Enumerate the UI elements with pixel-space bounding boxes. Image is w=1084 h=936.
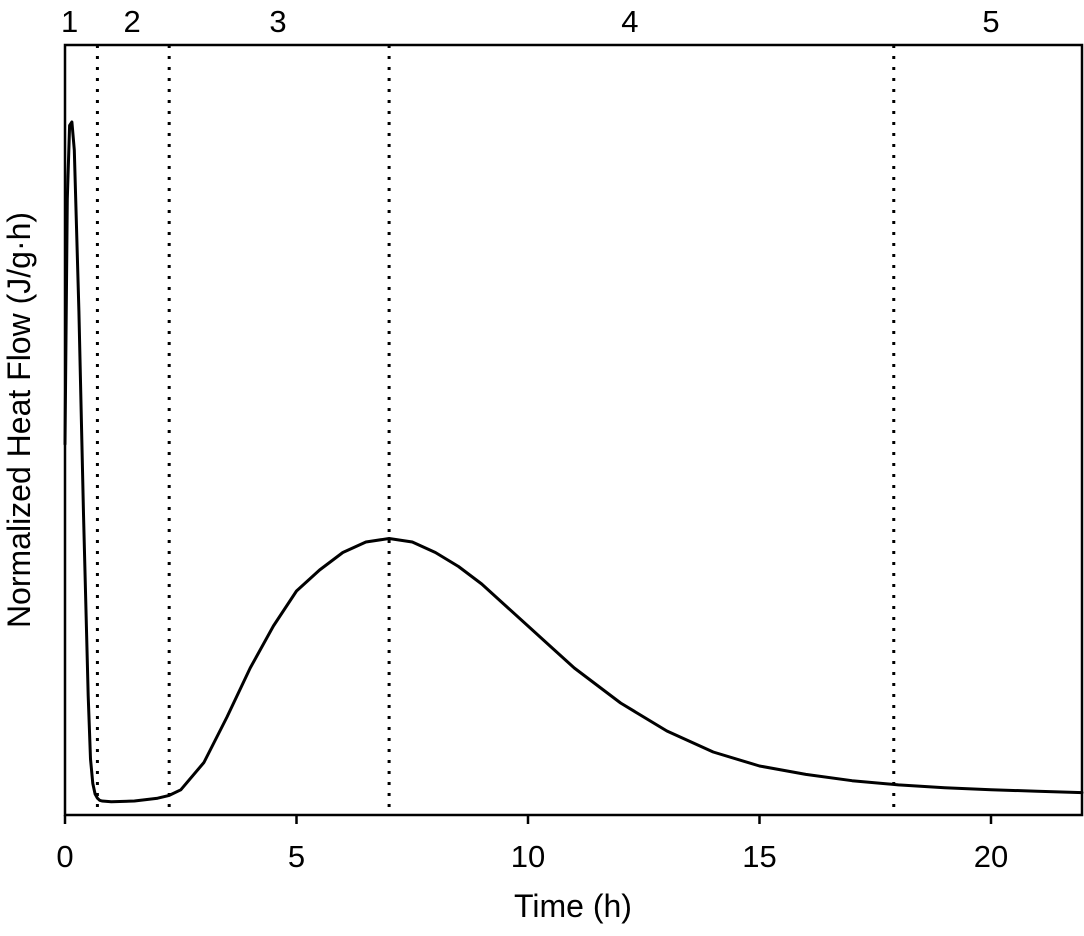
region-label: 2 <box>124 4 141 39</box>
x-tick-label: 15 <box>742 839 776 874</box>
region-label: 1 <box>61 4 78 39</box>
region-label: 4 <box>621 4 638 39</box>
x-tick-label: 20 <box>974 839 1008 874</box>
region-boundaries <box>95 45 896 815</box>
heat-flow-curve <box>63 120 1084 804</box>
x-tick-label: 5 <box>288 839 305 874</box>
y-axis-title: Normalized Heat Flow (J/g·h) <box>1 212 37 628</box>
region-label: 5 <box>982 4 999 39</box>
x-axis-ticks: 0 5 10 15 20 <box>56 815 1008 874</box>
x-tick-label: 10 <box>511 839 545 874</box>
x-tick-label: 0 <box>56 839 73 874</box>
plot-frame <box>63 43 1084 817</box>
region-label: 3 <box>269 4 286 39</box>
x-axis-title: Time (h) <box>514 888 632 924</box>
region-labels: 1 2 3 4 5 <box>61 4 1000 39</box>
